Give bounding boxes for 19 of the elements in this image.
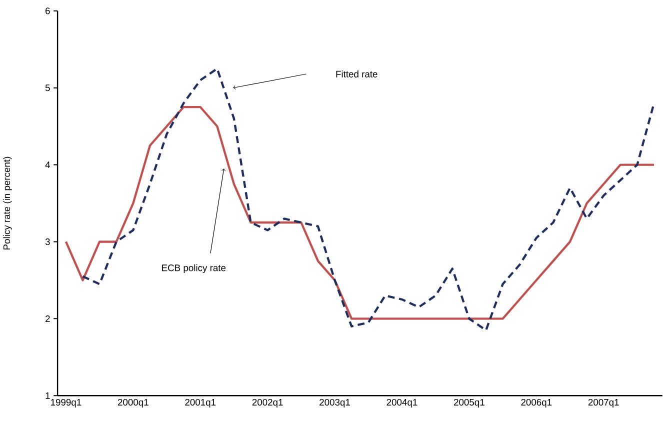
x-tick-label: 2001q1 — [185, 398, 216, 408]
x-tick-label: 2005q1 — [454, 398, 484, 408]
y-tick-label: 3 — [45, 238, 50, 245]
y-tick-label: 5 — [45, 84, 50, 91]
annotation: Fitted rate — [336, 70, 378, 78]
x-tick-label: 2000q1 — [118, 398, 148, 408]
y-tick-label: 6 — [46, 7, 50, 14]
y-axis-title: Policy rate (in percent) — [3, 156, 12, 250]
x-tick-label: 2003q1 — [320, 398, 350, 408]
y-tick-label: 4 — [45, 161, 50, 168]
x-tick-label: 1999q1 — [51, 398, 82, 408]
y-tick-label: 2 — [46, 315, 50, 322]
x-tick-label: 2007q1 — [588, 398, 619, 408]
y-tick-label: 1 — [46, 392, 50, 399]
line-series — [82, 67, 656, 332]
x-tick-label: 2002q1 — [252, 398, 283, 408]
x-tick-label: 2004q1 — [386, 398, 418, 408]
x-tick-label: 2006q1 — [521, 398, 552, 408]
annotation: ECB policy rate — [162, 264, 226, 273]
